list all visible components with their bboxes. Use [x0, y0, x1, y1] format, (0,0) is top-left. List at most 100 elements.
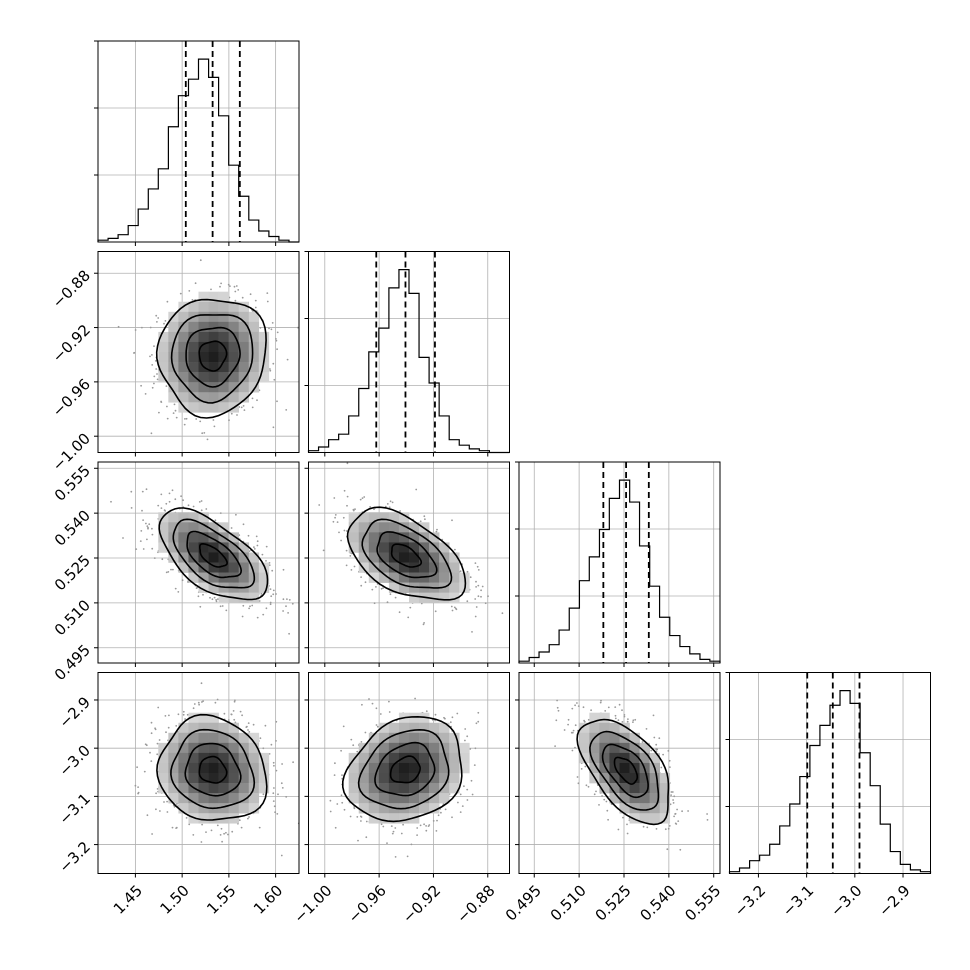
sample-point [164, 715, 167, 717]
sample-point [346, 495, 349, 498]
joint-panel-1-0: −1.00−0.96−0.92−0.88 [49, 251, 300, 475]
density-cell [158, 362, 169, 373]
contour-level-3 [156, 713, 268, 821]
density-cell [248, 762, 260, 774]
sample-point [233, 700, 236, 703]
sample-point [265, 607, 268, 610]
sample-point [451, 816, 453, 819]
density-cell [228, 532, 239, 543]
sample-point [466, 570, 469, 573]
sample-point [280, 782, 283, 785]
density-cell [208, 722, 219, 734]
density-cell [368, 512, 380, 523]
density-cell [218, 732, 229, 744]
sample-point [423, 622, 425, 624]
density-cell [228, 321, 239, 333]
density-cell [198, 311, 209, 323]
density-cell [198, 732, 209, 744]
marginal-panel-1 [304, 251, 510, 457]
density-cell [238, 372, 250, 383]
sample-point [282, 598, 285, 601]
sample-point [251, 604, 254, 607]
sample-point [402, 823, 404, 826]
sample-point [376, 725, 379, 728]
sample-point [251, 397, 254, 400]
sample-point [144, 743, 147, 746]
density-cell [178, 512, 189, 523]
sample-point [286, 358, 289, 361]
density-cell [178, 311, 189, 323]
sample-point [360, 820, 362, 822]
sample-point [248, 731, 251, 733]
density-cell [228, 773, 239, 784]
density-cell [238, 752, 250, 764]
density-cell [258, 572, 270, 583]
density-cell [208, 793, 219, 804]
sample-point [200, 682, 203, 685]
density-cell [218, 522, 229, 533]
sample-point [155, 792, 158, 795]
density-cell [238, 793, 250, 804]
sample-point [242, 604, 245, 607]
sample-point [148, 523, 151, 526]
sample-point [219, 512, 222, 514]
density-cell [188, 572, 199, 583]
density-cell [158, 522, 169, 533]
sample-point [474, 747, 477, 750]
sample-point [345, 549, 348, 552]
density-cell [398, 572, 410, 583]
density-cell [449, 572, 460, 583]
sample-point [168, 492, 171, 495]
sample-point [151, 354, 153, 356]
density-cell [198, 392, 209, 403]
density-cell [208, 783, 219, 794]
sample-point [253, 548, 256, 550]
sample-point [272, 593, 275, 596]
sample-point [434, 713, 437, 716]
sample-point [373, 602, 376, 605]
density-cell [158, 331, 169, 343]
sample-point [213, 425, 216, 428]
sample-point [205, 508, 208, 510]
sample-point [137, 786, 140, 788]
density-cell [188, 512, 199, 523]
sample-point [463, 785, 465, 788]
density-cell [198, 803, 209, 814]
sample-point [365, 836, 368, 839]
contour-level-1 [376, 531, 438, 579]
density-cell [208, 362, 219, 373]
sample-point [364, 581, 367, 584]
density-cell [178, 742, 189, 754]
sample-point [193, 703, 196, 705]
density-cell [198, 722, 209, 734]
sample-point [341, 774, 343, 776]
sample-point [253, 546, 255, 548]
sample-point [168, 500, 171, 503]
density-cell [368, 532, 380, 543]
density-cell [178, 372, 189, 383]
density-cell [388, 532, 400, 543]
sample-point [163, 322, 165, 325]
sample-point [353, 807, 356, 810]
density-cell [358, 562, 370, 573]
density-cell [168, 382, 179, 393]
density-cell [168, 512, 179, 523]
sample-point [282, 610, 284, 612]
sample-point [248, 816, 250, 818]
y-tick-label: 0.510 [51, 596, 94, 639]
sample-point [166, 417, 169, 420]
sample-point [272, 426, 275, 429]
sample-point [269, 601, 272, 604]
sample-point [259, 327, 262, 329]
sample-point [154, 360, 157, 362]
sample-point [450, 605, 453, 608]
density-cell [178, 382, 189, 393]
density-cell [228, 362, 239, 373]
sample-point [196, 473, 198, 475]
sample-point [399, 510, 401, 512]
sample-point [171, 826, 174, 829]
density-cell [248, 372, 260, 383]
sample-point [243, 409, 246, 411]
sample-point [342, 516, 345, 519]
sample-point [292, 761, 294, 764]
